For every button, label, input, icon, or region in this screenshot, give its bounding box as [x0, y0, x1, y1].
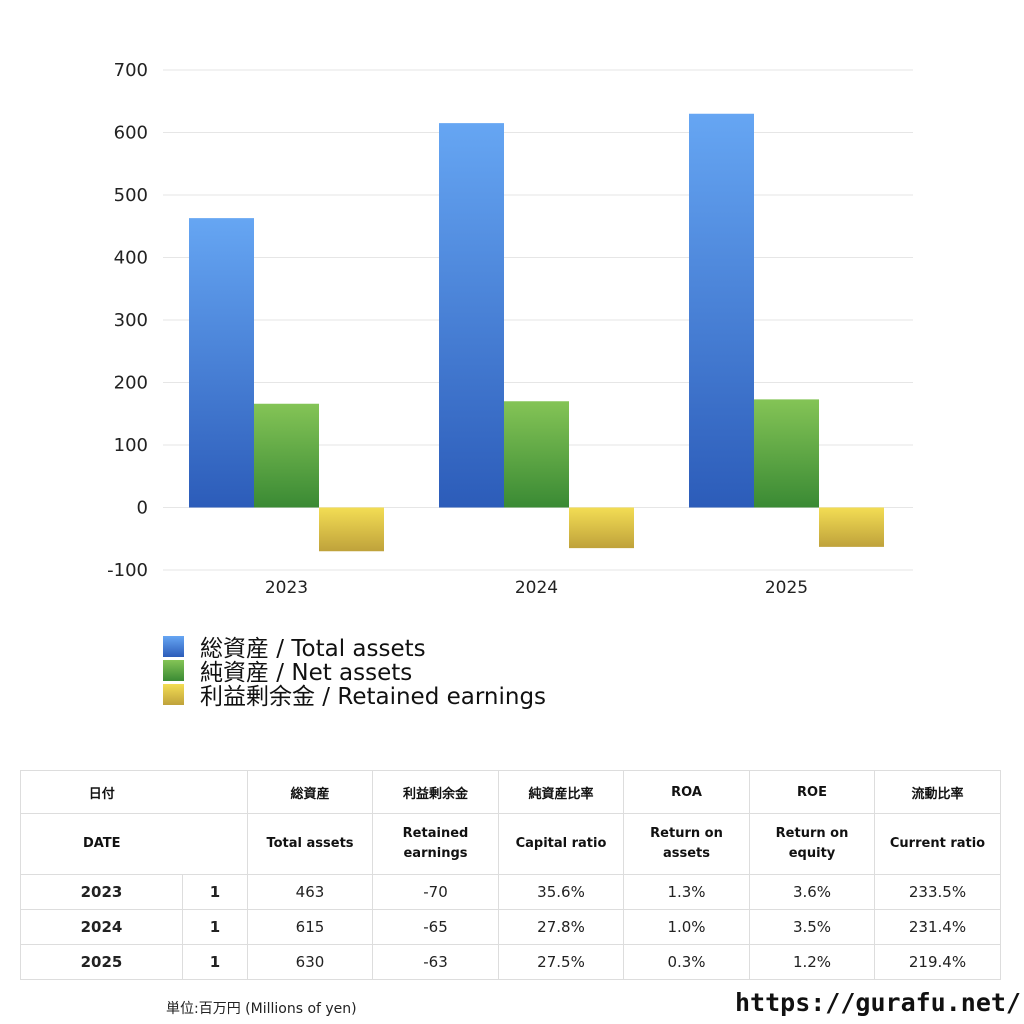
- legend-swatch-retained-earnings: [163, 683, 184, 705]
- cell-roa: 1.0%: [623, 909, 750, 945]
- table-header-row-en: DATE Total assets Retained earnings Capi…: [20, 813, 1001, 875]
- cell-roa: 0.3%: [623, 944, 750, 980]
- bar-net-assets-2025: [754, 399, 819, 508]
- cell-retained: -63: [372, 944, 499, 980]
- legend-item-total-assets: 総資産 / Total assets: [163, 634, 546, 662]
- header-roe-jp: ROE: [749, 770, 875, 814]
- y-tick-label: 500: [114, 185, 148, 206]
- cell-roe: 3.6%: [749, 874, 875, 910]
- header-roe-en-text: Return on equity: [775, 826, 849, 861]
- legend-item-net-assets: 純資産 / Net assets: [163, 658, 546, 686]
- bar-retained-earnings-2023: [319, 507, 384, 552]
- header-total-assets-en: Total assets: [247, 813, 373, 875]
- header-retained-en: Retained earnings: [372, 813, 499, 875]
- y-tick-label: 600: [114, 123, 148, 144]
- header-current-ratio-en: Current ratio: [874, 813, 1001, 875]
- y-tick-label: 300: [114, 310, 148, 331]
- header-roe-en: Return on equity: [749, 813, 875, 875]
- site-url: https://gurafu.net/: [735, 988, 1021, 1017]
- table-row: 2025 1 630 -63 27.5% 0.3% 1.2% 219.4%: [20, 944, 1001, 980]
- x-tick-label: 2024: [515, 578, 558, 598]
- header-blank: [182, 770, 248, 814]
- cell-total-assets: 615: [247, 909, 373, 945]
- y-tick-label: -100: [107, 560, 148, 581]
- bar-total-assets-2025: [689, 113, 754, 508]
- row-seq: 1: [182, 874, 248, 910]
- table-header-row-jp: 日付 総資産 利益剰余金 純資産比率 ROA ROE 流動比率: [20, 770, 1001, 814]
- financial-summary-table: 日付 総資産 利益剰余金 純資産比率 ROA ROE 流動比率 DATE Tot…: [20, 770, 1001, 980]
- table-row: 2024 1 615 -65 27.8% 1.0% 3.5% 231.4%: [20, 909, 1001, 945]
- header-total-assets-jp: 総資産: [247, 770, 373, 814]
- row-seq: 1: [182, 909, 248, 945]
- cell-capital-ratio: 35.6%: [498, 874, 624, 910]
- bar-retained-earnings-2024: [569, 507, 634, 549]
- cell-total-assets: 463: [247, 874, 373, 910]
- header-roa-jp: ROA: [623, 770, 750, 814]
- y-tick-label: 400: [114, 248, 148, 269]
- y-tick-label: 0: [137, 498, 148, 519]
- table-row: 2023 1 463 -70 35.6% 1.3% 3.6% 233.5%: [20, 874, 1001, 910]
- bar-retained-earnings-2025: [819, 507, 884, 547]
- cell-roe: 3.5%: [749, 909, 875, 945]
- row-seq: 1: [182, 944, 248, 980]
- legend-item-retained-earnings: 利益剰余金 / Retained earnings: [163, 682, 546, 710]
- legend-label-net-assets: 純資産 / Net assets: [200, 660, 413, 686]
- header-date-en: DATE: [20, 813, 183, 875]
- cell-roe: 1.2%: [749, 944, 875, 980]
- chart-legend: 総資産 / Total assets 純資産 / Net assets 利益剰余…: [163, 634, 546, 710]
- legend-label-total-assets: 総資産 / Total assets: [200, 636, 426, 662]
- bar-total-assets-2024: [439, 123, 504, 508]
- y-tick-label: 700: [114, 60, 148, 81]
- cell-retained: -65: [372, 909, 499, 945]
- header-capital-ratio-jp: 純資産比率: [498, 770, 624, 814]
- bar-total-assets-2023: [189, 218, 254, 508]
- x-axis: 2023 2024 2025: [265, 578, 808, 598]
- header-current-ratio-jp: 流動比率: [874, 770, 1001, 814]
- cell-retained: -70: [372, 874, 499, 910]
- cell-current-ratio: 233.5%: [874, 874, 1001, 910]
- cell-capital-ratio: 27.5%: [498, 944, 624, 980]
- cell-current-ratio: 219.4%: [874, 944, 1001, 980]
- bar-net-assets-2023: [254, 403, 319, 508]
- bar-net-assets-2024: [504, 401, 569, 508]
- header-retained-jp: 利益剰余金: [372, 770, 499, 814]
- row-year: 2024: [20, 909, 183, 945]
- bar-chart: 700 600 500 400 300 200 100 0 -100 2023 2024 2025: [107, 60, 913, 598]
- header-roa-en: Return on assets: [623, 813, 750, 875]
- header-roa-en-text: Return on assets: [650, 826, 723, 861]
- cell-capital-ratio: 27.8%: [498, 909, 624, 945]
- cell-roa: 1.3%: [623, 874, 750, 910]
- y-tick-label: 200: [114, 373, 148, 394]
- legend-swatch-net-assets: [163, 659, 184, 681]
- row-year: 2025: [20, 944, 183, 980]
- y-axis: 700 600 500 400 300 200 100 0 -100: [107, 60, 148, 581]
- y-tick-label: 100: [114, 435, 148, 456]
- legend-swatch-total-assets: [163, 635, 184, 657]
- unit-note: 単位:百万円 (Millions of yen): [166, 1001, 357, 1017]
- x-tick-label: 2025: [765, 578, 808, 598]
- legend-label-retained-earnings: 利益剰余金 / Retained earnings: [200, 684, 547, 710]
- header-capital-ratio-en: Capital ratio: [498, 813, 624, 875]
- cell-current-ratio: 231.4%: [874, 909, 1001, 945]
- header-retained-en-text: Retained earnings: [402, 826, 469, 861]
- row-year: 2023: [20, 874, 183, 910]
- header-blank-en: [182, 813, 248, 875]
- header-date-jp: 日付: [20, 770, 183, 814]
- chart-bars: [189, 113, 884, 552]
- x-tick-label: 2023: [265, 578, 308, 598]
- cell-total-assets: 630: [247, 944, 373, 980]
